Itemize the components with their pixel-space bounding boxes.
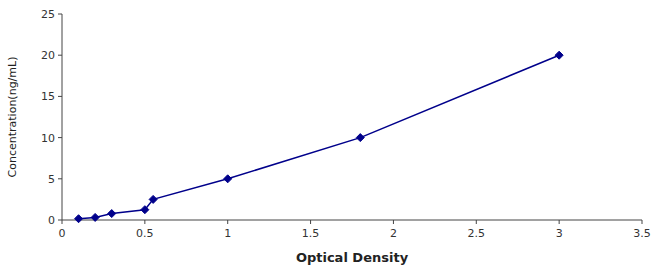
x-tick-label: 2 — [390, 227, 397, 240]
x-tick-label: 1.5 — [302, 227, 320, 240]
y-tick — [58, 178, 62, 179]
x-axis — [62, 220, 642, 221]
x-tick-label: 3 — [556, 227, 563, 240]
x-tick — [476, 220, 477, 224]
y-axis-label: Concentration(ng/mL) — [6, 57, 19, 178]
x-tick — [642, 220, 643, 224]
marker — [108, 210, 116, 218]
x-tick — [393, 220, 394, 224]
y-tick-label: 0 — [48, 214, 55, 227]
plot-area — [75, 51, 564, 223]
y-tick — [58, 96, 62, 97]
marker — [555, 51, 563, 59]
y-tick-label: 15 — [41, 90, 55, 103]
x-tick-label: 1 — [224, 227, 231, 240]
y-tick — [58, 55, 62, 56]
x-tick-label: 0 — [59, 227, 66, 240]
marker — [224, 175, 232, 183]
marker — [149, 195, 157, 203]
y-tick — [58, 220, 62, 221]
y-tick-label: 25 — [41, 8, 55, 21]
x-axis-label: Optical Density — [296, 250, 409, 265]
y-tick-label: 20 — [41, 49, 55, 62]
marker — [141, 206, 149, 214]
marker — [75, 215, 83, 223]
x-tick-label: 0.5 — [136, 227, 154, 240]
x-tick-label: 2.5 — [468, 227, 486, 240]
y-tick — [58, 137, 62, 138]
chart: 0 0.5 1 1.5 2 2.5 3 3.5 0 5 10 15 20 25 Optical Densit… — [0, 0, 664, 272]
x-tick — [144, 220, 145, 224]
y-tick — [58, 14, 62, 15]
marker — [91, 213, 99, 221]
y-tick-label: 10 — [41, 132, 55, 145]
x-tick — [62, 220, 63, 224]
marker — [356, 134, 364, 142]
line — [79, 55, 560, 219]
x-tick — [310, 220, 311, 224]
y-tick-label: 5 — [48, 173, 55, 186]
x-tick — [227, 220, 228, 224]
y-axis — [62, 14, 63, 220]
x-tick — [559, 220, 560, 224]
x-tick-label: 3.5 — [633, 227, 651, 240]
